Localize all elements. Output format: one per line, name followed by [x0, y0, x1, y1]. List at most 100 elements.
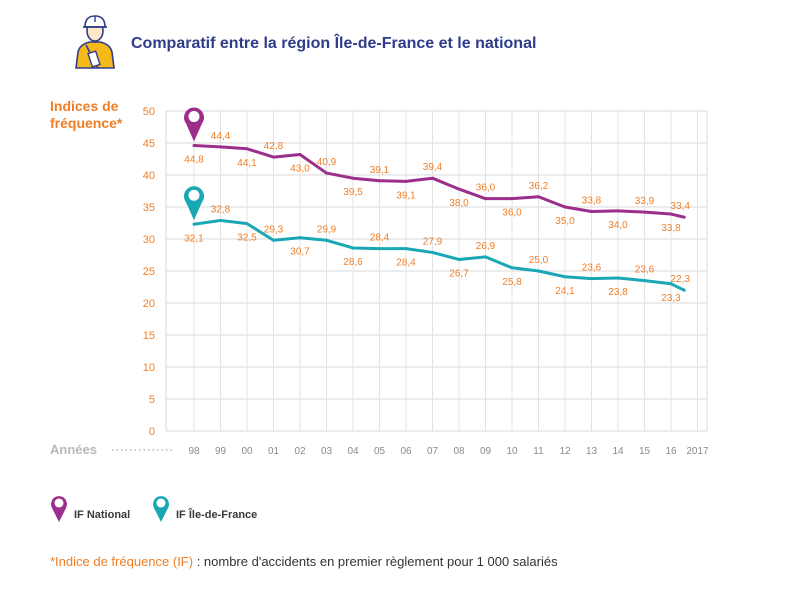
x-tick-label: 04 — [347, 446, 359, 457]
data-label: 23,3 — [661, 293, 681, 304]
x-tick-label: 02 — [294, 446, 306, 457]
x-tick-label: 09 — [480, 446, 492, 457]
data-label: 36,2 — [529, 181, 549, 192]
data-label: 23,6 — [582, 263, 602, 274]
data-label: 40,9 — [317, 157, 337, 168]
data-point — [378, 179, 381, 183]
legend-label-national: IF National — [74, 509, 131, 521]
x-axis-label: Années — [50, 442, 97, 457]
data-label: 22,3 — [671, 274, 691, 285]
y-tick-label: 30 — [143, 234, 155, 246]
data-point — [245, 147, 249, 151]
data-point — [616, 276, 620, 280]
y-tick-label: 40 — [143, 170, 155, 182]
data-point — [325, 171, 328, 175]
data-point — [682, 288, 686, 292]
data-label: 44,4 — [211, 131, 231, 142]
x-tick-label: 15 — [639, 446, 651, 457]
data-label: 33,4 — [671, 201, 691, 212]
data-point — [669, 212, 673, 216]
data-label: 28,4 — [370, 233, 390, 244]
data-label: 33,8 — [582, 195, 602, 206]
x-tick-label: 00 — [241, 446, 253, 457]
x-tick-label: 98 — [188, 446, 200, 457]
data-point — [510, 266, 514, 270]
data-point — [351, 246, 355, 250]
data-label: 33,8 — [661, 223, 681, 234]
data-point — [219, 218, 222, 222]
data-point — [643, 279, 646, 283]
x-tick-label: 11 — [533, 446, 544, 457]
x-tick-label: 08 — [453, 446, 465, 457]
y-tick-label: 35 — [143, 202, 155, 214]
series-pin-icon-idf — [184, 186, 204, 221]
data-point — [537, 269, 540, 273]
data-point — [537, 195, 540, 199]
worker-illustration — [72, 12, 118, 75]
pin-hole — [188, 111, 200, 123]
data-point — [563, 275, 567, 279]
data-label: 35,0 — [555, 216, 575, 227]
data-point — [431, 250, 434, 254]
y-tick-label: 20 — [143, 298, 155, 310]
data-label: 26,7 — [449, 268, 469, 279]
data-point — [484, 255, 487, 259]
data-label: 36,0 — [502, 208, 522, 219]
data-point — [616, 209, 620, 213]
y-tick-label: 10 — [143, 362, 155, 374]
data-point — [563, 205, 567, 209]
data-label: 38,0 — [449, 198, 469, 209]
data-point — [298, 236, 302, 240]
data-point — [590, 277, 593, 281]
data-label: 39,1 — [396, 190, 416, 201]
y-tick-label: 50 — [143, 106, 155, 118]
pin-hole — [188, 189, 200, 201]
data-point — [669, 282, 673, 286]
data-label: 34,0 — [608, 220, 628, 231]
data-label: 24,1 — [555, 286, 575, 297]
data-point — [351, 176, 355, 180]
data-point — [272, 155, 275, 159]
data-label: 33,9 — [635, 196, 655, 207]
data-label: 25,0 — [529, 255, 549, 266]
data-label: 39,1 — [370, 165, 390, 176]
data-label: 23,6 — [635, 265, 655, 276]
data-point — [431, 176, 434, 180]
data-label: 32,1 — [184, 233, 204, 244]
data-label: 43,0 — [290, 164, 310, 175]
data-point — [298, 153, 302, 157]
x-tick-label: 03 — [321, 446, 333, 457]
x-tick-label: 07 — [427, 446, 439, 457]
data-point — [192, 144, 196, 148]
footnote-definition: : nombre d'accidents en premier règlemen… — [193, 554, 558, 569]
x-tick-label: 13 — [586, 446, 598, 457]
data-label: 25,8 — [502, 277, 522, 288]
data-point — [404, 179, 408, 183]
data-label: 32,8 — [211, 204, 231, 215]
y-tick-label: 5 — [149, 394, 155, 406]
data-label: 36,0 — [476, 183, 496, 194]
y-axis-label-line2: fréquence* — [50, 115, 123, 131]
data-point — [404, 247, 408, 251]
data-label: 44,1 — [237, 158, 257, 169]
x-tick-label: 05 — [374, 446, 386, 457]
x-tick-label: 10 — [506, 446, 518, 457]
data-point — [457, 257, 461, 261]
data-label: 27,9 — [423, 236, 443, 247]
data-label: 39,5 — [343, 187, 363, 198]
data-point — [325, 238, 328, 242]
x-tick-label: 06 — [400, 446, 412, 457]
legend-label-idf: IF Île-de-France — [176, 509, 258, 521]
data-point — [245, 222, 249, 226]
data-point — [484, 197, 487, 201]
data-point — [682, 215, 686, 219]
data-point — [510, 197, 514, 201]
data-label: 32,5 — [237, 233, 257, 244]
series-line-national — [193, 144, 685, 219]
y-tick-label: 25 — [143, 266, 155, 278]
x-tick-label: 12 — [559, 446, 571, 457]
data-label: 28,4 — [396, 258, 416, 269]
x-tick-label: 16 — [665, 446, 677, 457]
data-label: 42,8 — [264, 141, 284, 152]
data-label: 28,6 — [343, 257, 363, 268]
